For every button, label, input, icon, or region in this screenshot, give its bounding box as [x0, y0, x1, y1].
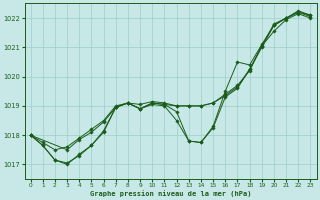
X-axis label: Graphe pression niveau de la mer (hPa): Graphe pression niveau de la mer (hPa) — [90, 190, 251, 197]
